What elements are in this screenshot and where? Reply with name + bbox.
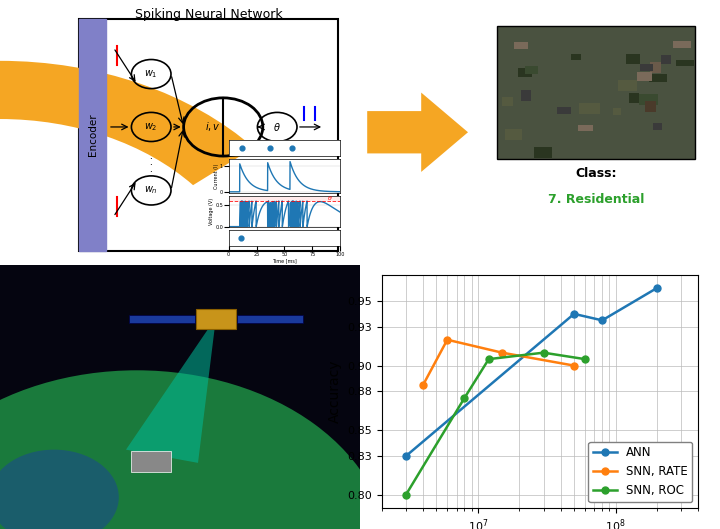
Polygon shape: [126, 317, 216, 463]
FancyBboxPatch shape: [639, 95, 659, 105]
Text: $\theta$: $\theta$: [327, 194, 333, 202]
ANN: [598, 317, 606, 324]
FancyBboxPatch shape: [196, 309, 236, 329]
FancyBboxPatch shape: [534, 147, 552, 158]
SNN, ROC: [402, 492, 410, 498]
ANN: [652, 285, 661, 291]
Y-axis label: Current (I): Current (I): [214, 163, 219, 188]
FancyBboxPatch shape: [618, 80, 636, 91]
Legend: ANN, SNN, RATE, SNN, ROC: ANN, SNN, RATE, SNN, ROC: [588, 442, 693, 502]
X-axis label: Time [ms]: Time [ms]: [272, 258, 297, 263]
Text: Class:: Class:: [575, 167, 616, 180]
SNN, RATE: [570, 362, 578, 369]
Line: ANN: ANN: [402, 285, 660, 460]
FancyBboxPatch shape: [613, 108, 621, 115]
Polygon shape: [367, 93, 468, 172]
FancyBboxPatch shape: [525, 66, 539, 74]
FancyBboxPatch shape: [580, 103, 600, 114]
FancyBboxPatch shape: [676, 60, 695, 66]
Text: $\cdot$: $\cdot$: [149, 151, 153, 161]
FancyBboxPatch shape: [515, 42, 528, 49]
FancyBboxPatch shape: [497, 26, 695, 159]
Text: $\cdot$: $\cdot$: [149, 158, 153, 167]
FancyBboxPatch shape: [629, 93, 639, 103]
FancyBboxPatch shape: [673, 41, 690, 48]
SNN, ROC: [485, 356, 493, 362]
FancyBboxPatch shape: [129, 315, 195, 323]
FancyBboxPatch shape: [572, 54, 581, 60]
FancyBboxPatch shape: [503, 97, 513, 106]
FancyBboxPatch shape: [626, 54, 640, 63]
FancyBboxPatch shape: [518, 68, 532, 77]
Circle shape: [0, 370, 389, 529]
Text: $\theta$: $\theta$: [274, 121, 281, 133]
Point: [264, 144, 276, 152]
ANN: [570, 311, 578, 317]
Text: $\cdot$: $\cdot$: [149, 165, 153, 174]
FancyBboxPatch shape: [79, 19, 338, 251]
Text: $i,v$: $i,v$: [204, 121, 220, 133]
Y-axis label: Voltage (V): Voltage (V): [209, 198, 214, 225]
SNN, ROC: [580, 356, 589, 362]
Point: [235, 234, 246, 242]
Line: SNN, ROC: SNN, ROC: [402, 349, 588, 498]
FancyBboxPatch shape: [0, 264, 360, 529]
FancyBboxPatch shape: [521, 90, 531, 101]
Point: [236, 144, 248, 152]
Text: Encoder: Encoder: [88, 114, 98, 156]
SNN, RATE: [498, 350, 506, 356]
FancyBboxPatch shape: [237, 315, 303, 323]
Line: SNN, RATE: SNN, RATE: [420, 336, 577, 388]
SNN, RATE: [443, 336, 451, 343]
Bar: [229, 197, 340, 201]
FancyBboxPatch shape: [578, 125, 593, 131]
Y-axis label: Accuracy: Accuracy: [328, 360, 341, 423]
Text: $w_n$: $w_n$: [144, 185, 158, 196]
Circle shape: [0, 450, 119, 529]
FancyBboxPatch shape: [132, 451, 171, 472]
FancyBboxPatch shape: [637, 72, 652, 81]
FancyBboxPatch shape: [557, 107, 570, 114]
FancyBboxPatch shape: [654, 123, 662, 130]
Wedge shape: [0, 61, 253, 185]
FancyBboxPatch shape: [640, 64, 654, 71]
FancyBboxPatch shape: [649, 74, 667, 82]
Text: $w_2$: $w_2$: [145, 121, 158, 133]
SNN, ROC: [460, 395, 469, 401]
FancyBboxPatch shape: [79, 19, 107, 251]
Text: Spiking Neural Network: Spiking Neural Network: [135, 8, 283, 21]
Text: 7. Residential: 7. Residential: [548, 193, 644, 206]
FancyBboxPatch shape: [505, 129, 522, 140]
ANN: [402, 453, 410, 459]
FancyBboxPatch shape: [661, 55, 671, 64]
SNN, RATE: [419, 382, 428, 388]
FancyBboxPatch shape: [644, 101, 656, 112]
SNN, ROC: [539, 350, 548, 356]
Text: $w_1$: $w_1$: [145, 68, 158, 80]
Point: [287, 144, 298, 152]
FancyBboxPatch shape: [649, 61, 662, 74]
